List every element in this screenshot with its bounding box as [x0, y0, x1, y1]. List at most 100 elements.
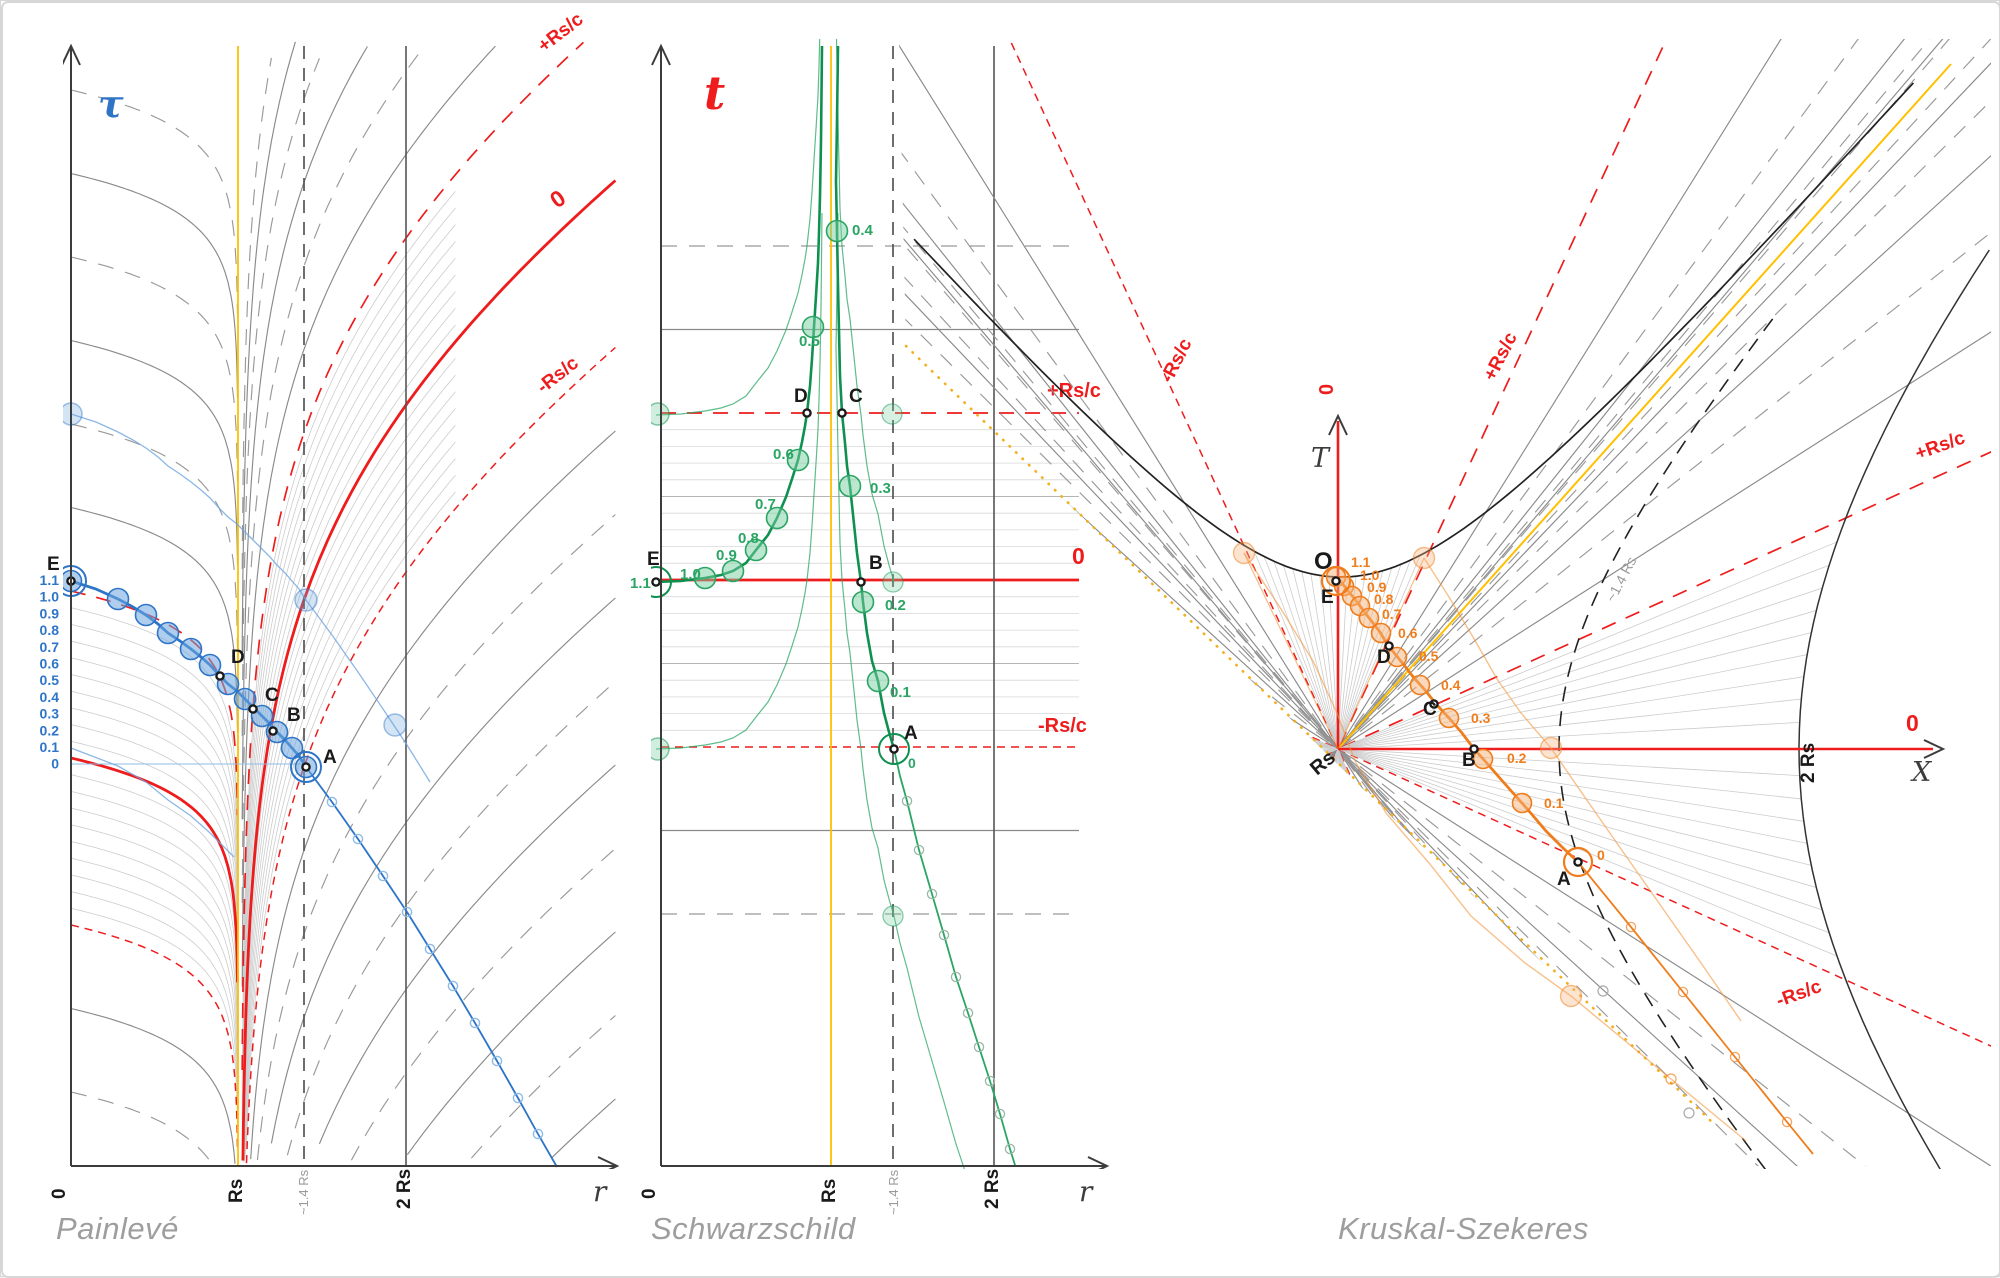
proper-time-circle [866, 669, 890, 693]
label-1.1: 1.1 [1351, 554, 1371, 570]
panel-title-schwarzschild: Schwarzschild [651, 1211, 856, 1246]
proper-time-circle [1472, 748, 1494, 770]
label-0.9: 0.9 [716, 547, 737, 564]
panel-schwarzschild [651, 39, 1110, 1169]
trajectory-tail [305, 766, 558, 1168]
proper-time-circle [198, 653, 222, 677]
tail-tick-circle [973, 1041, 985, 1053]
proper-time-circle [721, 559, 745, 583]
label-B: B [869, 553, 883, 574]
label-r: r [593, 1175, 608, 1208]
event-marker-B [1469, 744, 1479, 754]
event-marker-E [651, 577, 661, 587]
boosted-time-axis [1243, 552, 1339, 750]
label-A: A [323, 747, 337, 768]
label-C: C [1423, 699, 1437, 720]
label-0: 0 [908, 755, 916, 771]
faded-trajectory-lower [70, 747, 235, 858]
event-marker-C [1429, 699, 1439, 709]
label-0.3: 0.3 [870, 480, 891, 497]
label-Rs: Rs [819, 1179, 840, 1203]
const-t-curve-inside [70, 89, 239, 315]
const-t-curve-inside [70, 740, 238, 966]
tail-tick-circle [1729, 1051, 1741, 1063]
label-0.8: 0.8 [1374, 591, 1394, 607]
label-0.1: 0.1 [1544, 795, 1564, 811]
faded-proper-time-circle [383, 713, 407, 737]
proper-time-circle [1511, 792, 1533, 814]
label-X: X [1910, 757, 1933, 788]
tail-tick-circle [469, 1017, 481, 1029]
const-t-curve-inside [70, 857, 238, 1083]
label-1.1: 1.1 [630, 575, 651, 592]
const-t-curve-outside [245, 346, 616, 1164]
tail-tick-circle [532, 1128, 544, 1140]
tau-tick-0.5: 0.5 [40, 672, 60, 688]
panel-painleve [63, 41, 620, 1169]
label-D: D [231, 647, 245, 668]
const-t-curve-inside [70, 756, 239, 983]
const-t-curve-inside [70, 841, 238, 1066]
const-t-curve-outside [241, 47, 424, 904]
const-t-curve-inside [70, 907, 238, 1133]
shifted-trajectory-inside [655, 212, 823, 750]
label-0.6: 0.6 [1398, 625, 1418, 641]
const-t-curve-outside [241, 58, 320, 737]
faded-column-circle [882, 905, 904, 927]
label-0: 0 [1906, 710, 1919, 736]
const-t-curve-inside [70, 172, 239, 398]
const-t-curve-inside [70, 423, 239, 649]
const-t-curve-inside [70, 640, 238, 866]
label-B: B [287, 705, 301, 726]
proper-time-circle [744, 538, 768, 562]
event-marker-C [837, 408, 847, 418]
axis-arrow-right [1087, 1156, 1110, 1169]
singularity-hyperbola-r0 [913, 82, 1915, 578]
label-0.1: 0.1 [890, 684, 911, 701]
label-O: O [1314, 548, 1333, 575]
proper-time-circle [156, 621, 180, 645]
tau-tick-0.7: 0.7 [40, 639, 60, 655]
label-0.2: 0.2 [1507, 750, 1527, 766]
antihorizon-dotted-line [904, 344, 1715, 1125]
const-t-curve-outside [241, 191, 456, 1087]
label-0.3: 0.3 [1471, 710, 1491, 726]
const-t-curve-outside [242, 274, 456, 1141]
label-B: B [1462, 750, 1476, 771]
event-marker-D [1384, 641, 1394, 651]
const-t-curve-inside [70, 807, 238, 1033]
tau-tick-0.2: 0.2 [40, 722, 60, 738]
const-t-curve-inside [70, 657, 238, 883]
proper-time-circle [851, 590, 875, 614]
tau-tick-0.8: 0.8 [40, 622, 60, 638]
const-t-curve-outside [241, 41, 296, 653]
const-t-curve-outside [241, 179, 617, 1161]
proper-time-circle [825, 219, 849, 243]
proper-time-circle [1370, 622, 1392, 644]
proper-time-circle [280, 736, 304, 760]
label-0: 0 [1316, 384, 1338, 395]
label-τ: τ [98, 81, 124, 126]
label-0: 0 [49, 1188, 70, 1199]
faded-trajectory-upper [70, 413, 431, 783]
trajectory-tail [893, 748, 1016, 1166]
tau-tick-0.9: 0.9 [40, 605, 60, 621]
const-t-curve-inside [70, 774, 238, 1000]
label-0: 0 [639, 1188, 660, 1199]
label-D: D [794, 386, 808, 407]
proper-time-circle [1409, 674, 1431, 696]
tau-tick-1.1: 1.1 [40, 572, 60, 588]
tail-tick-circle [994, 1108, 1006, 1120]
tail-tick-circle [377, 870, 389, 882]
label-r: r [1079, 1175, 1094, 1208]
axis-arrow-right [1923, 739, 1946, 759]
label-0.2: 0.2 [885, 597, 906, 614]
axis-arrow-right [597, 1156, 620, 1169]
label-Rs: Rs [226, 1179, 247, 1203]
tail-tick-circle [401, 906, 413, 918]
tau-tick-0.6: 0.6 [40, 656, 60, 672]
tail-tick-circle [926, 888, 938, 900]
label-0.5: 0.5 [799, 333, 820, 350]
